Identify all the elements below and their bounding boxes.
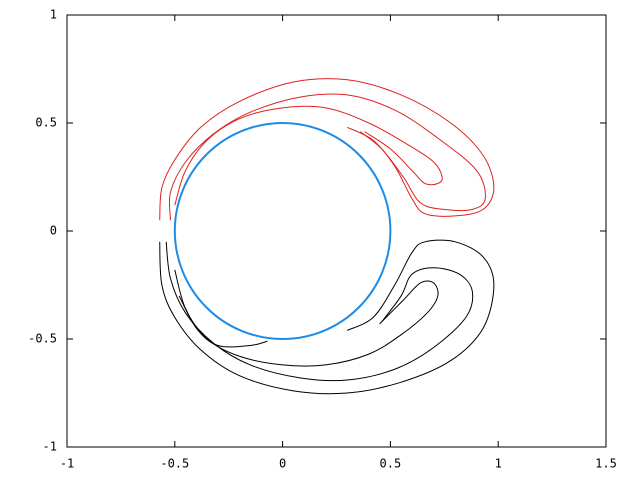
- x-tick-label: 1: [495, 457, 502, 471]
- y-tick-label: 0.5: [35, 116, 57, 130]
- x-tick-label: -0.5: [160, 457, 189, 471]
- x-tick-label: -1: [60, 457, 74, 471]
- x-tick-label: 1.5: [595, 457, 617, 471]
- y-tick-label: -1: [43, 440, 57, 454]
- contour-line: [159, 239, 495, 395]
- y-tick-label: 1: [50, 8, 57, 22]
- contour-line: [159, 78, 495, 221]
- contour-line: [174, 105, 443, 206]
- circle: [173, 122, 392, 340]
- y-tick-label: 0: [50, 224, 57, 238]
- contour-line: [178, 295, 268, 348]
- x-tick-label: 0: [279, 457, 286, 471]
- y-tick-label: -0.5: [28, 332, 57, 346]
- contour-line: [168, 93, 486, 221]
- x-tick-label: 0.5: [380, 457, 402, 471]
